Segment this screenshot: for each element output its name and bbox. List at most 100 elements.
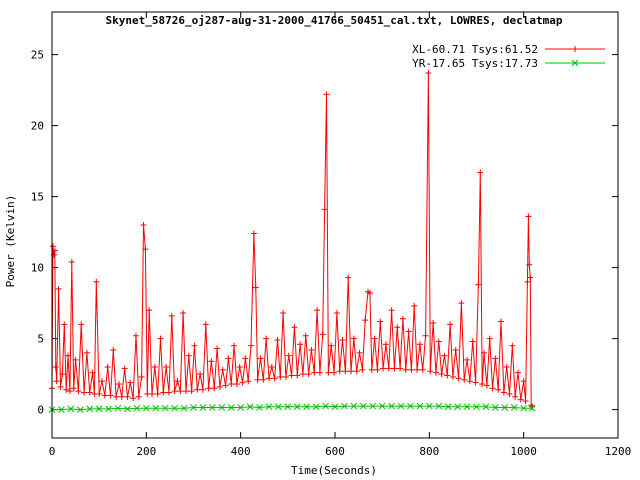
data-point [458,300,465,307]
data-point [515,369,522,376]
data-point [263,335,270,342]
data-point [528,404,536,412]
data-point [130,395,137,402]
data-point [482,403,490,411]
data-point [475,281,482,288]
data-point [461,376,468,383]
data-point [114,404,122,412]
data-point [394,324,401,331]
data-point [427,368,434,375]
data-point [59,371,66,378]
data-point [341,402,348,410]
series-line [52,405,533,411]
data-point [397,365,404,372]
x-tick-label: 0 [49,445,56,458]
y-tick-label: 20 [31,120,44,133]
data-point [314,307,321,314]
data-point [174,378,181,385]
data-point [319,331,326,338]
data-point [282,373,289,380]
data-point [438,371,445,378]
data-point [500,389,507,396]
data-point [510,404,518,411]
data-point [211,385,218,392]
legend-label-yr: YR-17.65 Tsys:17.73 [412,57,538,70]
data-point [524,278,531,285]
data-point [284,403,292,411]
data-point [96,390,103,397]
data-point [271,375,278,382]
data-point [353,368,360,375]
data-point [473,403,480,411]
data-point [66,388,73,395]
data-point [527,274,534,281]
data-point [65,352,72,359]
data-point [113,393,120,400]
data-point [481,349,488,356]
data-point [331,403,339,411]
data-point [359,366,366,373]
data-point [171,388,178,395]
x-tick-label: 800 [419,445,439,458]
data-point [78,321,85,328]
data-point [163,364,170,370]
data-point [425,70,432,77]
data-point [486,335,493,342]
data-point [151,364,158,370]
data-point [397,402,405,410]
data-point [280,310,287,317]
data-point [359,402,367,410]
data-point [250,230,257,237]
data-point [520,404,528,412]
data-point [331,369,338,376]
data-point [308,346,315,353]
data-point [118,393,125,400]
data-point [366,290,373,297]
data-point [416,402,424,410]
data-point [140,222,147,228]
y-tick-label: 25 [31,49,44,62]
data-point [368,366,375,373]
data-point [328,342,335,349]
data-point [115,381,122,388]
data-point [190,404,197,411]
data-point [369,402,377,410]
data-point [236,364,243,370]
data-point [214,345,221,352]
data-point [416,341,423,348]
data-point [380,365,387,372]
data-point [86,389,93,396]
data-point [356,349,363,356]
data-point [274,337,281,344]
data-point [342,368,349,375]
data-point [52,364,59,370]
data-point [432,369,439,376]
x-tick-label: 1000 [510,445,537,458]
data-point [288,372,295,379]
data-point [110,346,117,353]
data-point [388,307,395,314]
data-point [501,404,509,411]
data-point [154,390,161,397]
x-tick-label: 1200 [605,445,632,458]
data-point [105,405,112,413]
data-point [199,404,207,411]
data-point [506,390,513,397]
data-point [188,388,195,395]
data-point [323,91,330,98]
data-point [388,402,395,410]
data-point [408,366,415,373]
data-point [509,342,516,349]
legend-marker [571,59,579,67]
data-point [525,213,532,220]
data-point [53,378,60,385]
data-point [72,356,79,363]
data-point [127,379,134,386]
data-point [294,372,301,379]
data-point [197,371,204,378]
axis-ticks: 0 200 400 600 800 1000 1200 0 5 10 15 20 25 [31,12,632,458]
data-point [260,376,267,383]
x-tick-label: 200 [136,445,156,458]
data-point [157,335,164,342]
data-point [209,404,216,411]
